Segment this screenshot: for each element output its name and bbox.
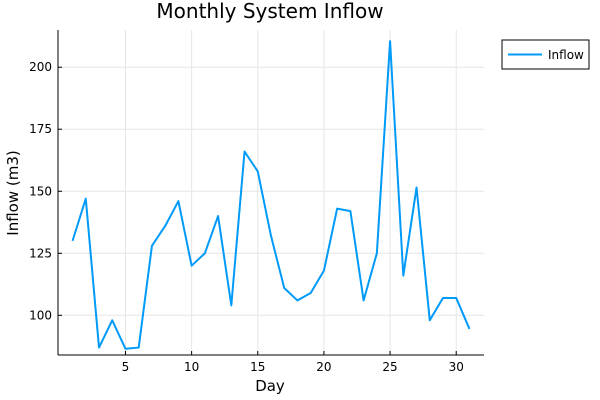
x-tick-label-25: 25 [382, 360, 397, 374]
y-tick-label-175: 175 [29, 122, 52, 136]
x-ticks: 5 10 15 20 25 30 [122, 351, 464, 374]
x-tick-label-30: 30 [449, 360, 464, 374]
y-axis-label: Inflow (m3) [4, 150, 22, 235]
legend-label-inflow: Inflow [548, 48, 584, 62]
x-tick-label-20: 20 [316, 360, 331, 374]
x-axis-label: Day [255, 377, 285, 395]
x-tick-label-15: 15 [250, 360, 265, 374]
legend: Inflow [501, 39, 590, 70]
series-line-inflow [71, 40, 471, 350]
chart-title: Monthly System Inflow [156, 0, 383, 23]
grid-lines [58, 30, 484, 355]
y-tick-label-100: 100 [29, 308, 52, 322]
y-tick-label-125: 125 [29, 246, 52, 260]
y-tick-label-200: 200 [29, 60, 52, 74]
x-tick-label-10: 10 [184, 360, 199, 374]
y-ticks: 100 125 150 175 200 [29, 60, 62, 322]
y-tick-label-150: 150 [29, 184, 52, 198]
series-layer [71, 40, 471, 350]
x-tick-label-5: 5 [122, 360, 130, 374]
